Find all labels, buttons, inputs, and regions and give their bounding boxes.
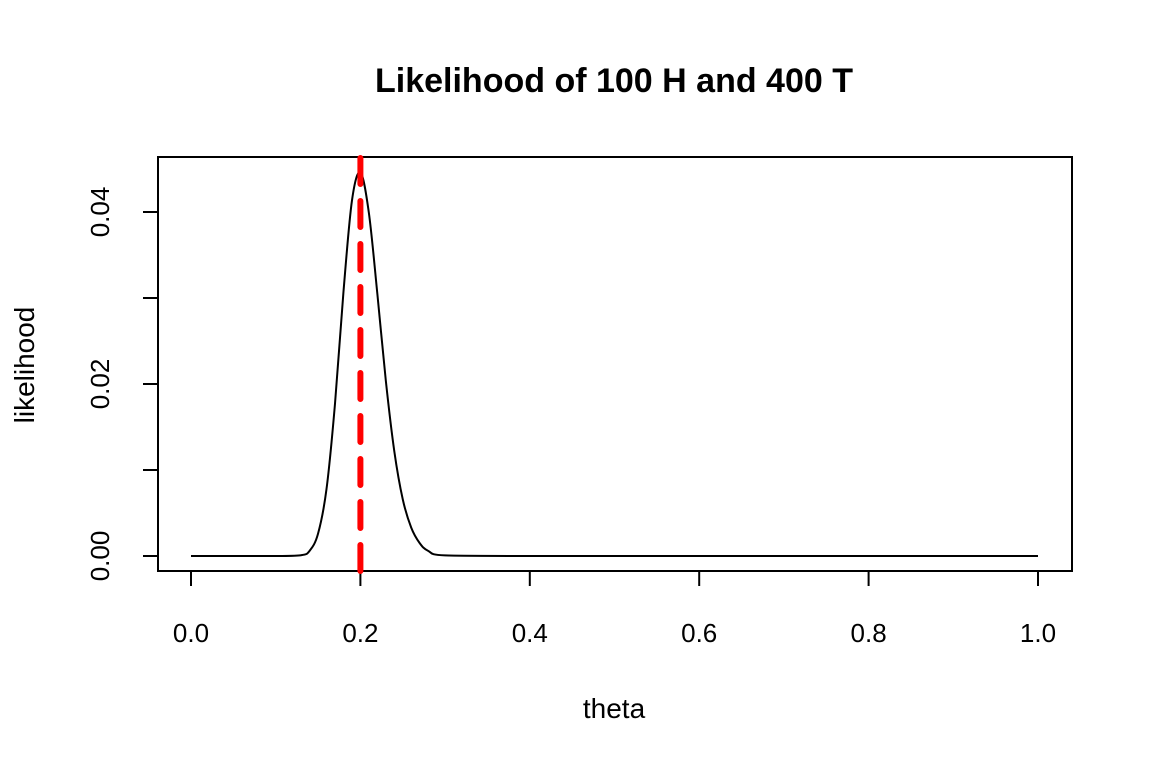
- series-layer: [191, 155, 1038, 574]
- x-axis: 0.0 0.2 0.4 0.6 0.8 1.0: [173, 570, 1056, 648]
- chart-title: Likelihood of 100 H and 400 T: [375, 62, 853, 100]
- y-axis: 0.00 0.02 0.04: [85, 187, 159, 582]
- y-axis-label: likelihood: [9, 307, 40, 424]
- y-tick-label: 0.00: [85, 531, 115, 582]
- x-tick-label: 1.0: [1020, 618, 1056, 648]
- x-tick-label: 0.8: [851, 618, 887, 648]
- plot-frame: [157, 156, 1073, 572]
- x-tick-label: 0.0: [173, 618, 209, 648]
- x-axis-label: theta: [583, 693, 646, 724]
- y-tick-label: 0.02: [85, 359, 115, 410]
- x-tick-label: 0.4: [512, 618, 548, 648]
- likelihood-curve: [191, 171, 1038, 558]
- y-tick-label: 0.04: [85, 187, 115, 238]
- x-tick-label: 0.6: [681, 618, 717, 648]
- x-tick-label: 0.2: [342, 618, 378, 648]
